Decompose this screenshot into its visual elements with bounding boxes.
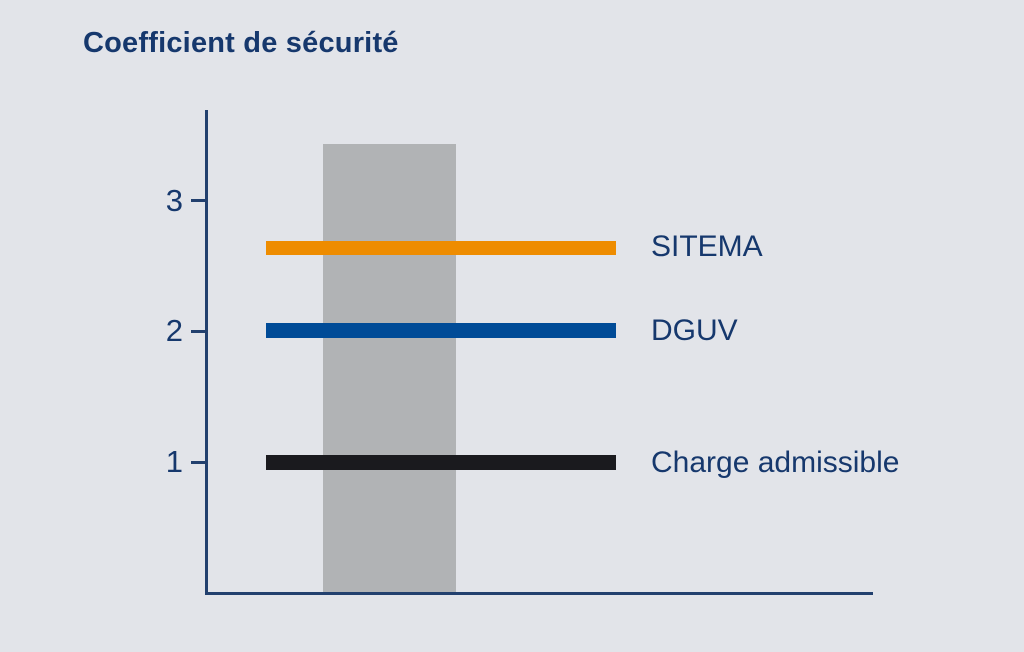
chart-title: Coefficient de sécurité	[83, 27, 399, 59]
dguv-label: DGUV	[651, 314, 738, 347]
y-tick-3	[191, 199, 206, 202]
dguv-reference-line	[266, 323, 616, 338]
x-axis-line	[205, 592, 873, 595]
sitema-reference-line	[266, 241, 616, 255]
y-tick-1	[191, 461, 206, 464]
charge-admissible-label: Charge admissible	[651, 446, 900, 479]
y-tick-2	[191, 330, 206, 333]
y-axis-line	[205, 110, 208, 595]
y-tick-label-2: 2	[165, 313, 183, 348]
capacity-bar	[323, 144, 456, 592]
y-tick-label-3: 3	[165, 183, 183, 218]
y-tick-label-1: 1	[165, 444, 183, 479]
charge-admissible-reference-line	[266, 455, 616, 470]
sitema-label: SITEMA	[651, 230, 763, 263]
